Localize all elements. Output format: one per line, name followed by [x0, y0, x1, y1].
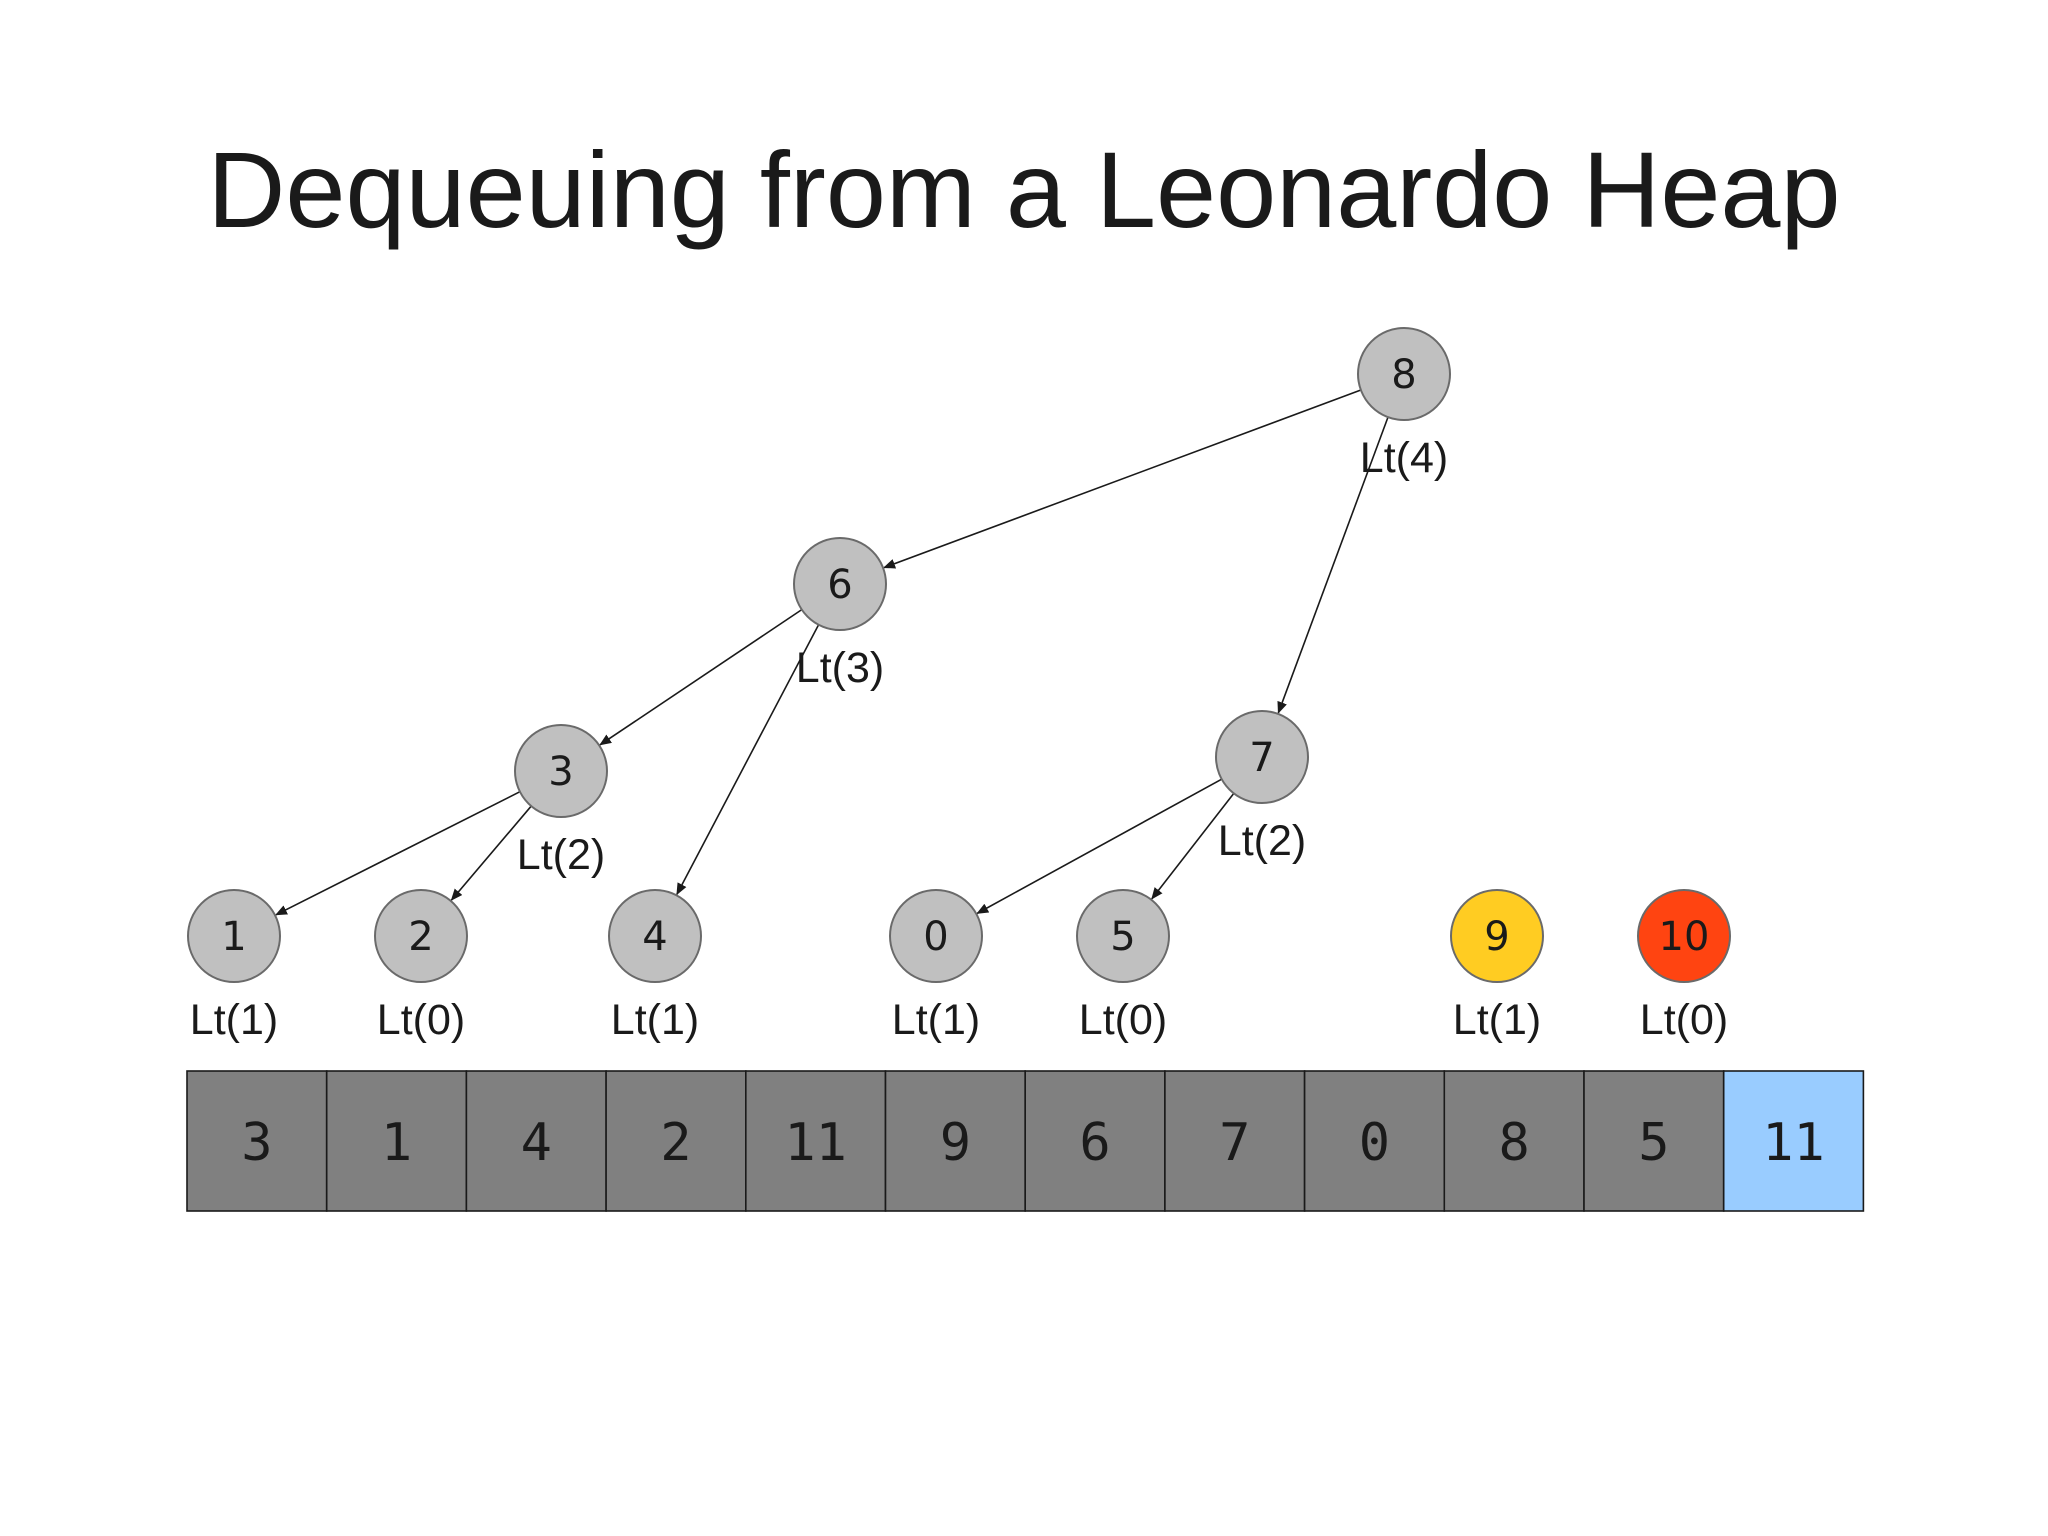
node-value: 8	[1391, 352, 1416, 398]
heap-node-6: 6 Lt(3)	[793, 537, 887, 692]
array-cell-10: 5	[1583, 1070, 1725, 1212]
array-cell-value: 8	[1498, 1113, 1529, 1173]
array-cell-box	[325, 1070, 468, 1212]
heap-node-2: 2 Lt(0)	[374, 889, 468, 1044]
node-value: 4	[642, 914, 667, 960]
node-circle	[374, 889, 468, 983]
node-circle	[514, 724, 608, 818]
node-circle	[608, 889, 702, 983]
node-order-label: Lt(1)	[190, 996, 278, 1044]
array-cell-box	[1303, 1070, 1446, 1212]
heap-node-9: 9 Lt(1)	[1450, 889, 1544, 1044]
edge-n6-n4	[676, 624, 820, 896]
node-circle	[1450, 889, 1544, 983]
array-cell-box	[1722, 1070, 1865, 1212]
heap-node-1: 1 Lt(1)	[187, 889, 281, 1044]
node-order-label: Lt(0)	[1640, 996, 1728, 1044]
node-order-label: Lt(1)	[611, 996, 699, 1044]
node-value: 2	[408, 914, 433, 960]
edge-n8-n6	[883, 389, 1362, 569]
array-cell-6: 6	[1024, 1070, 1166, 1212]
edge-n7-n5	[1151, 792, 1235, 900]
node-value: 0	[923, 914, 948, 960]
heap-node-10: 10 Lt(0)	[1637, 889, 1731, 1044]
edge-n6-n3	[599, 608, 803, 746]
array-cell-value: 3	[241, 1113, 272, 1173]
node-order-label: Lt(2)	[517, 831, 605, 879]
array-cell-4: 11	[744, 1070, 887, 1212]
heap-node-4: 4 Lt(1)	[608, 889, 702, 1044]
node-value: 6	[827, 562, 852, 608]
array-cell-box	[186, 1070, 328, 1212]
node-value: 9	[1484, 914, 1509, 960]
array-cell-value: 2	[660, 1113, 691, 1173]
array-cell-7: 7	[1164, 1070, 1306, 1212]
edges-layer	[275, 389, 1389, 916]
node-order-label: Lt(4)	[1360, 434, 1448, 482]
array-cell-box	[744, 1070, 887, 1212]
array-cell-5: 9	[884, 1070, 1026, 1212]
slide-title: Dequeuing from a Leonardo Heap	[207, 129, 1841, 250]
node-order-label: Lt(0)	[377, 996, 465, 1044]
nodes-layer: 8 Lt(4) 6 Lt(3) 7 Lt(2) 3 Lt(2) 1 Lt(1) 2 Lt(0) 4 Lt(…	[187, 327, 1731, 1044]
array-cell-2: 4	[465, 1070, 607, 1212]
node-circle	[1357, 327, 1451, 421]
heap-node-8: 8 Lt(4)	[1357, 327, 1451, 482]
array-cell-1: 1	[325, 1070, 468, 1212]
node-order-label: Lt(2)	[1218, 817, 1306, 865]
node-circle	[1637, 889, 1731, 983]
edge-n8-n7	[1277, 416, 1389, 714]
array-layer: 3 1 4 2 11 9 6 7 0 8 5 11	[186, 1070, 1865, 1212]
edge-n3-n2	[450, 805, 532, 901]
node-circle	[889, 889, 983, 983]
edge-n7-n0	[976, 778, 1223, 915]
array-cell-value: 9	[940, 1113, 971, 1173]
array-cell-8: 0	[1303, 1070, 1446, 1212]
node-order-label: Lt(1)	[892, 996, 980, 1044]
array-cell-11: 11	[1722, 1070, 1865, 1212]
node-value: 5	[1110, 914, 1135, 960]
node-value: 1	[221, 914, 246, 960]
array-cell-box	[1164, 1070, 1306, 1212]
node-order-label: Lt(1)	[1453, 996, 1541, 1044]
array-cell-3: 2	[605, 1070, 747, 1212]
node-value: 3	[548, 749, 573, 795]
array-cell-box	[1024, 1070, 1166, 1212]
array-cell-0: 3	[186, 1070, 328, 1212]
node-order-label: Lt(3)	[796, 644, 884, 692]
array-cell-value: 4	[521, 1113, 552, 1173]
node-circle	[793, 537, 887, 631]
heap-node-7: 7 Lt(2)	[1215, 710, 1309, 865]
array-cell-9: 8	[1443, 1070, 1585, 1212]
array-cell-value: 11	[784, 1113, 847, 1173]
array-cell-value: 6	[1079, 1113, 1110, 1173]
heap-node-3: 3 Lt(2)	[514, 724, 608, 879]
heap-node-5: 5 Lt(0)	[1076, 889, 1170, 1044]
array-cell-box	[1443, 1070, 1585, 1212]
array-cell-value: 11	[1762, 1113, 1825, 1173]
node-circle	[1076, 889, 1170, 983]
edge-n3-n1	[275, 791, 521, 916]
heap-node-0: 0 Lt(1)	[889, 889, 983, 1044]
node-value: 7	[1249, 735, 1274, 781]
node-order-label: Lt(0)	[1079, 996, 1167, 1044]
array-cell-value: 7	[1219, 1113, 1250, 1173]
node-circle	[1215, 710, 1309, 804]
array-cell-value: 1	[381, 1113, 412, 1173]
array-cell-value: 5	[1638, 1113, 1669, 1173]
node-circle	[187, 889, 281, 983]
array-cell-box	[1583, 1070, 1725, 1212]
array-cell-value: 0	[1359, 1113, 1390, 1173]
array-cell-box	[884, 1070, 1026, 1212]
array-cell-box	[605, 1070, 747, 1212]
node-value: 10	[1659, 914, 1710, 960]
